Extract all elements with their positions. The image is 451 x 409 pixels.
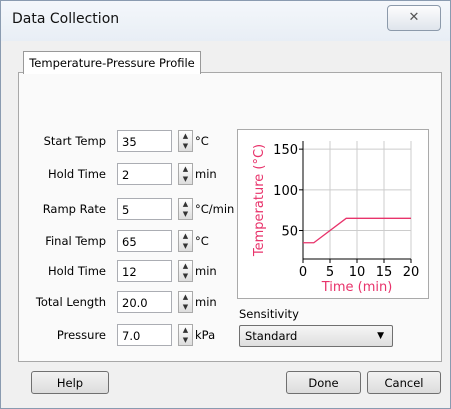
chart: 50 100 150 0 5 10 15 20 Time (min) Temperature (°…	[237, 129, 429, 299]
field-input[interactable]: 35	[117, 130, 172, 152]
y-tick-label: 150	[273, 143, 298, 158]
x-tick-label: 0	[299, 265, 307, 280]
selected-option: Standard	[245, 329, 298, 343]
field-label: Ramp Rate	[42, 202, 106, 216]
sensitivity-select[interactable]: Standard ▼	[239, 325, 393, 347]
close-button[interactable]: ✕	[387, 5, 441, 31]
field-label: Start Temp	[43, 134, 106, 148]
x-tick-label: 10	[349, 265, 366, 280]
axes	[302, 141, 411, 260]
sensitivity-label: Sensitivity	[239, 307, 299, 321]
help-button[interactable]: Help	[31, 371, 109, 394]
chart-frame	[237, 129, 429, 299]
window-title: Data Collection	[12, 11, 120, 27]
y-tick-label: 50	[281, 225, 298, 240]
cancel-button[interactable]: Cancel	[367, 371, 441, 394]
field-input[interactable]: 2	[117, 163, 172, 185]
field-unit: °C	[195, 134, 209, 148]
field-unit: min	[195, 295, 217, 309]
x-tick-label: 15	[376, 265, 393, 280]
field-label: Hold Time	[48, 264, 106, 278]
dropdown-arrow: ▼	[377, 331, 384, 341]
field-unit: kPa	[195, 328, 216, 342]
field-input[interactable]: 5	[117, 198, 172, 220]
x-tick-label: 20	[403, 265, 420, 280]
field-label: Total Length	[35, 295, 106, 309]
field-input[interactable]: 12	[117, 260, 172, 282]
spinner[interactable]: ▲ ▼	[178, 130, 193, 152]
field-unit: min	[195, 167, 217, 181]
field-input[interactable]: 20.0	[117, 291, 172, 313]
spinner[interactable]: ▲ ▼	[178, 163, 193, 185]
spinner[interactable]: ▲ ▼	[178, 230, 193, 252]
spinner[interactable]: ▲ ▼	[178, 324, 193, 346]
y-tick-label: 100	[273, 184, 298, 199]
spinner[interactable]: ▲ ▼	[178, 260, 193, 282]
spinner[interactable]: ▲ ▼	[178, 291, 193, 313]
field-label: Pressure	[56, 328, 106, 342]
tab[interactable]: Temperature-Pressure Profile	[23, 51, 201, 74]
field-input[interactable]: 7.0	[117, 324, 172, 346]
field-label: Hold Time	[48, 167, 106, 181]
field-input[interactable]: 65	[117, 230, 172, 252]
field-unit: min	[195, 264, 217, 278]
field-label: Final Temp	[45, 234, 106, 248]
spinner[interactable]: ▲ ▼	[178, 198, 193, 220]
field-unit: °C	[195, 234, 209, 248]
done-button[interactable]: Done	[286, 371, 361, 394]
line	[303, 217, 411, 244]
field-unit: °C/min	[195, 202, 235, 216]
y-axis-label: Temperature (°C)	[252, 144, 267, 257]
x-axis-label: Time (min)	[321, 280, 393, 295]
x-tick-label: 5	[326, 265, 334, 280]
